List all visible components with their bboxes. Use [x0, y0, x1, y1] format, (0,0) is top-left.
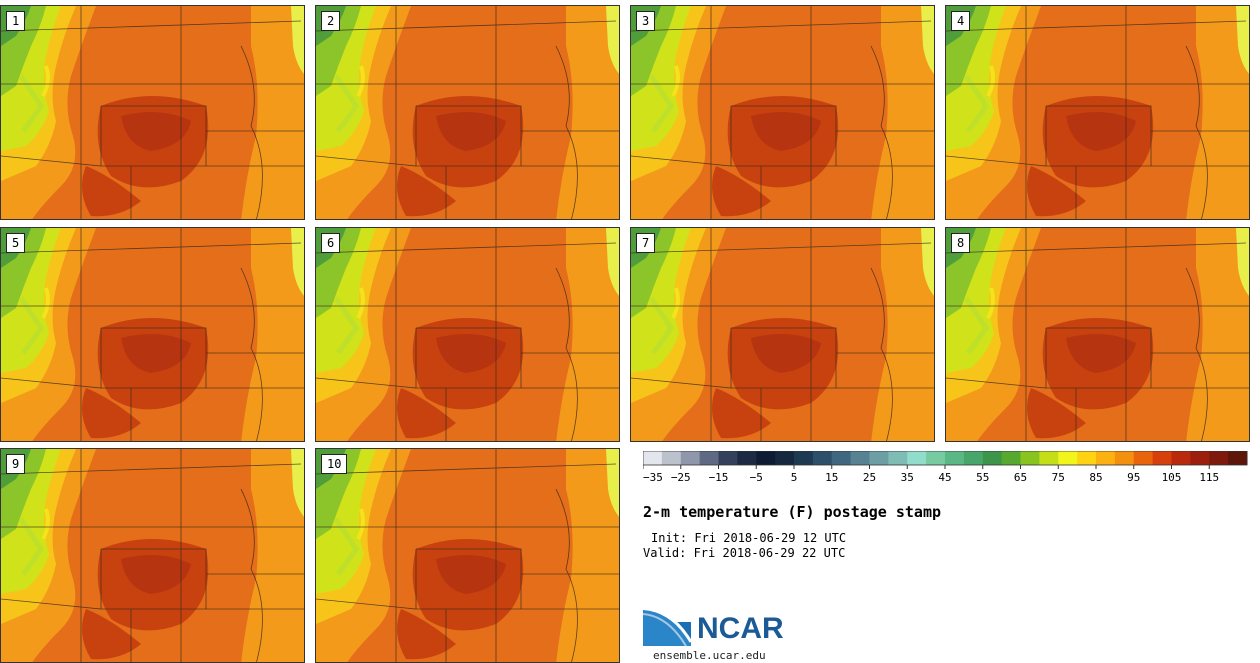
- colorbar-tick-label: 45: [938, 471, 951, 484]
- ncar-logo-icon: [642, 606, 693, 646]
- colorbar-swatch: [812, 451, 833, 465]
- colorbar-tick-label: 25: [863, 471, 876, 484]
- panel-label: 9: [6, 454, 26, 474]
- colorbar-swatch: [907, 451, 927, 465]
- colorbar-swatch: [1171, 451, 1191, 465]
- map-panel: 6: [315, 227, 620, 442]
- panel-label: 2: [321, 11, 341, 31]
- colorbar-swatch: [699, 451, 720, 465]
- init-time: Init: Fri 2018-06-29 12 UTC: [651, 531, 847, 545]
- colorbar-swatch: [1228, 451, 1248, 465]
- map-panel: 8: [945, 227, 1250, 442]
- valid-time: Valid: Fri 2018-06-29 22 UTC: [643, 546, 846, 560]
- panel-label: 6: [321, 233, 341, 253]
- colorbar-swatch: [1152, 451, 1173, 465]
- map-panel: 9: [0, 448, 305, 663]
- map-panel: 2: [315, 5, 620, 220]
- colorbar-tick-label: 115: [1199, 471, 1219, 484]
- temperature-map: [1, 228, 304, 441]
- map-panel: 5: [0, 227, 305, 442]
- colorbar-swatch: [756, 451, 776, 465]
- temperature-map: [1, 6, 304, 219]
- colorbar-swatch: [1133, 451, 1154, 465]
- panel-label: 1: [6, 11, 26, 31]
- colorbar-swatch: [982, 451, 1003, 465]
- colorbar-tick-label: −35: [643, 471, 663, 484]
- colorbar-swatch: [643, 451, 663, 465]
- colorbar-tick-label: 65: [1014, 471, 1027, 484]
- temperature-colorbar: −35 −25 −15 −5 5 15 25 35 45 55 65 75 85 95 105 115: [643, 451, 1248, 484]
- colorbar-swatch: [1209, 451, 1229, 465]
- colorbar-swatch: [1096, 451, 1116, 465]
- colorbar-tick-label: 55: [976, 471, 989, 484]
- map-panel: 1: [0, 5, 305, 220]
- map-panel: 10: [315, 448, 620, 663]
- colorbar-swatch: [1114, 451, 1135, 465]
- colorbar-swatch: [1190, 451, 1210, 465]
- colorbar-tick-label: 35: [901, 471, 914, 484]
- colorbar-swatch: [680, 451, 701, 465]
- colorbar-swatch: [794, 451, 814, 465]
- temperature-map: [1, 449, 304, 662]
- colorbar-swatch: [1001, 451, 1022, 465]
- colorbar-tick-label: −25: [671, 471, 691, 484]
- colorbar-swatch: [737, 451, 757, 465]
- temperature-map: [631, 228, 934, 441]
- colorbar-swatch: [775, 451, 795, 465]
- panel-label: 5: [6, 233, 26, 253]
- colorbar-swatch: [926, 451, 946, 465]
- colorbar-swatch: [661, 451, 682, 465]
- colorbar-tick-label: 95: [1127, 471, 1140, 484]
- colorbar-swatch: [1077, 451, 1097, 465]
- temperature-map: [946, 228, 1249, 441]
- colorbar-swatch: [888, 451, 908, 465]
- colorbar-swatch: [718, 451, 738, 465]
- temperature-map: [946, 6, 1249, 219]
- panel-label: 10: [321, 454, 348, 474]
- colorbar-swatch: [1039, 451, 1059, 465]
- map-panel: 3: [630, 5, 935, 220]
- temperature-map: [316, 228, 619, 441]
- colorbar-tick-label: 75: [1052, 471, 1065, 484]
- panel-label: 8: [951, 233, 971, 253]
- colorbar-swatch: [869, 451, 889, 465]
- ncar-logo-text: NCAR: [697, 612, 784, 645]
- colorbar-tick-label: −5: [750, 471, 763, 484]
- colorbar-tick-label: 5: [791, 471, 798, 484]
- colorbar-swatch: [1020, 451, 1040, 465]
- map-panel: 7: [630, 227, 935, 442]
- colorbar-tick-label: 85: [1089, 471, 1102, 484]
- map-panel: 4: [945, 5, 1250, 220]
- colorbar-swatch: [1058, 451, 1078, 465]
- panel-label: 3: [636, 11, 656, 31]
- temperature-map: [316, 449, 619, 662]
- colorbar-swatch: [945, 451, 965, 465]
- chart-title: 2-m temperature (F) postage stamp: [643, 503, 942, 521]
- temperature-map: [631, 6, 934, 219]
- panel-label: 7: [636, 233, 656, 253]
- colorbar-swatch: [850, 451, 871, 465]
- colorbar-tick-label: 105: [1162, 471, 1182, 484]
- site-url: ensemble.ucar.edu: [653, 649, 766, 662]
- temperature-map: [316, 6, 619, 219]
- colorbar-swatch: [963, 451, 984, 465]
- colorbar-tick-label: −15: [709, 471, 729, 484]
- colorbar-tick-label: 15: [825, 471, 838, 484]
- panel-label: 4: [951, 11, 971, 31]
- colorbar-swatch: [831, 451, 852, 465]
